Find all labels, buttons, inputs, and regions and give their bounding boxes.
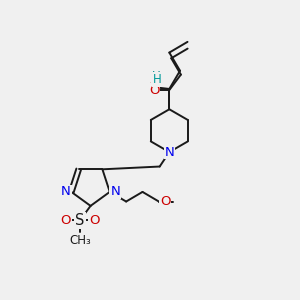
Text: O: O bbox=[148, 81, 158, 94]
Text: N: N bbox=[164, 146, 174, 159]
Text: O: O bbox=[89, 214, 100, 227]
Text: O: O bbox=[160, 195, 171, 208]
Text: S: S bbox=[75, 213, 85, 228]
Text: O: O bbox=[60, 214, 71, 227]
Text: N: N bbox=[61, 185, 71, 198]
Text: H: H bbox=[152, 70, 161, 83]
Text: H: H bbox=[152, 73, 161, 86]
Text: O: O bbox=[149, 83, 160, 97]
Text: N: N bbox=[110, 185, 120, 198]
Text: CH₃: CH₃ bbox=[69, 234, 91, 247]
